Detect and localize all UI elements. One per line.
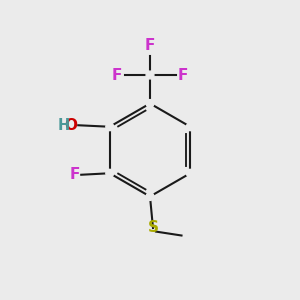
Circle shape (186, 169, 194, 177)
Circle shape (146, 71, 154, 79)
Circle shape (106, 123, 114, 131)
Circle shape (146, 193, 154, 200)
Text: F: F (70, 167, 80, 182)
Text: F: F (178, 68, 188, 82)
Circle shape (186, 123, 194, 131)
Text: S: S (148, 220, 158, 236)
Text: O: O (64, 118, 78, 133)
Text: F: F (145, 38, 155, 53)
Text: H: H (58, 118, 70, 133)
Text: F: F (112, 68, 122, 82)
Circle shape (146, 100, 154, 107)
Circle shape (106, 169, 114, 177)
